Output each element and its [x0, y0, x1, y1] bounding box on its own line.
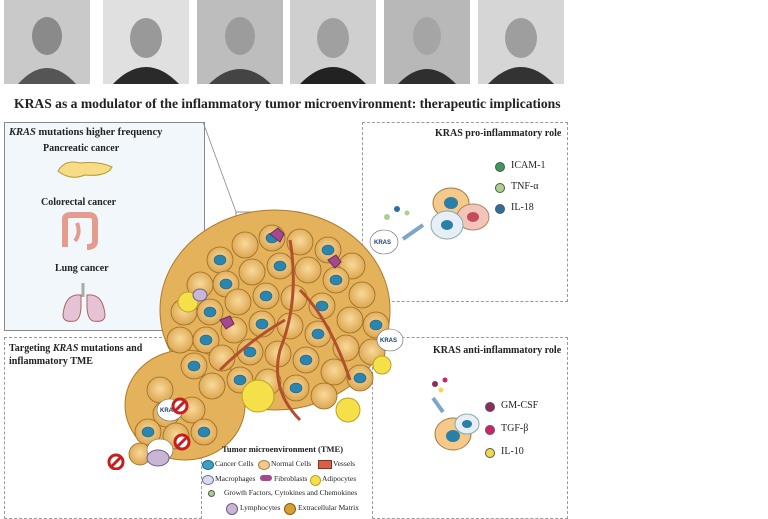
kras-cell-label-2: KRAS — [380, 338, 397, 344]
author-photo-3 — [197, 0, 283, 84]
mutations-panel: KRAS mutations higher frequency Pancreat… — [4, 122, 205, 331]
pro-inflammatory-heading: KRAS pro-inflammatory role — [435, 128, 562, 139]
targeting-heading-line2: inflammatory TME — [9, 356, 93, 367]
lymphocyte-legend-icon — [226, 503, 238, 515]
kras-cell-label-1: KRAS — [374, 240, 391, 246]
author-photo-1 — [4, 0, 90, 84]
pro-inflammatory-panel: KRAS pro-inflammatory role ICAM-1 TNF-α … — [362, 122, 568, 302]
fibroblast-legend-icon — [260, 475, 272, 481]
legend-normal-cells: Normal Cells — [271, 459, 312, 468]
author-photo-4 — [290, 0, 376, 84]
ecm-legend-icon — [284, 503, 296, 515]
legend-macrophages: Macrophages — [215, 474, 256, 483]
tnf-alpha-dot — [495, 183, 505, 193]
legend-cancer-cells: Cancer Cells — [215, 459, 254, 468]
tgf-beta-label: TGF-β — [501, 423, 529, 434]
lung-icon — [62, 283, 106, 322]
legend-lymphocytes: Lymphocytes — [240, 503, 281, 512]
anti-inflammatory-heading: KRAS anti-inflammatory role — [433, 345, 562, 356]
cancer-label-colorectal: Colorectal cancer — [41, 197, 117, 208]
anti-inflammatory-panel: KRAS anti-inflammatory role GM-CSF TGF-β… — [372, 337, 568, 519]
page-title: KRAS as a modulator of the inflammatory … — [14, 96, 561, 111]
cancer-label-lung: Lung cancer — [55, 263, 109, 274]
il18-dot — [495, 204, 505, 214]
adipocyte-legend-icon — [310, 475, 321, 486]
growth-factor-legend-icon — [208, 490, 215, 497]
il10-dot — [485, 448, 495, 458]
legend-growth-factors: Growth Factors, Cytokines and Chemokines — [224, 488, 358, 497]
targeting-heading-line1: Targeting KRAS mutations and — [9, 343, 143, 354]
pancreas-icon — [57, 161, 113, 178]
legend-adipocytes: Adipocytes — [322, 474, 357, 483]
legend-extracellular-matrix: Extracellular Matrix — [298, 503, 360, 512]
tgf-beta-dot — [485, 425, 495, 435]
normal-cell-legend-icon — [258, 460, 270, 470]
mutations-heading: KRAS mutations higher frequency — [9, 127, 163, 138]
gm-csf-dot — [485, 402, 495, 412]
kras-cell-label-3: KRAS — [160, 408, 177, 414]
pro-inflammatory-cells — [384, 187, 490, 241]
tnf-alpha-label: TNF-α — [511, 181, 539, 192]
legend-fibroblasts: Fibroblasts — [274, 474, 308, 483]
legend-vessels: Vessels — [333, 459, 356, 468]
tme-legend: Tumor microenvironment (TME) Cancer Cell… — [200, 444, 375, 519]
cancer-cell-legend-icon — [202, 460, 214, 470]
icam1-dot — [495, 162, 505, 172]
cancer-label-pancreatic: Pancreatic cancer — [43, 143, 120, 154]
anti-inflammatory-cells — [431, 377, 480, 451]
author-photo-5 — [384, 0, 470, 84]
author-photo-6 — [478, 0, 564, 84]
legend-title: Tumor microenvironment (TME) — [222, 444, 344, 454]
colon-icon — [62, 212, 98, 250]
tumor-illustration: KRAS KRAS KRAS — [107, 209, 404, 470]
macrophage-legend-icon — [202, 475, 214, 485]
il18-label: IL-18 — [511, 202, 534, 213]
gm-csf-label: GM-CSF — [501, 400, 539, 411]
icam1-label: ICAM-1 — [511, 160, 546, 171]
author-photo-2 — [103, 0, 189, 84]
il10-label: IL-10 — [501, 446, 524, 457]
vessel-legend-icon — [318, 460, 332, 469]
